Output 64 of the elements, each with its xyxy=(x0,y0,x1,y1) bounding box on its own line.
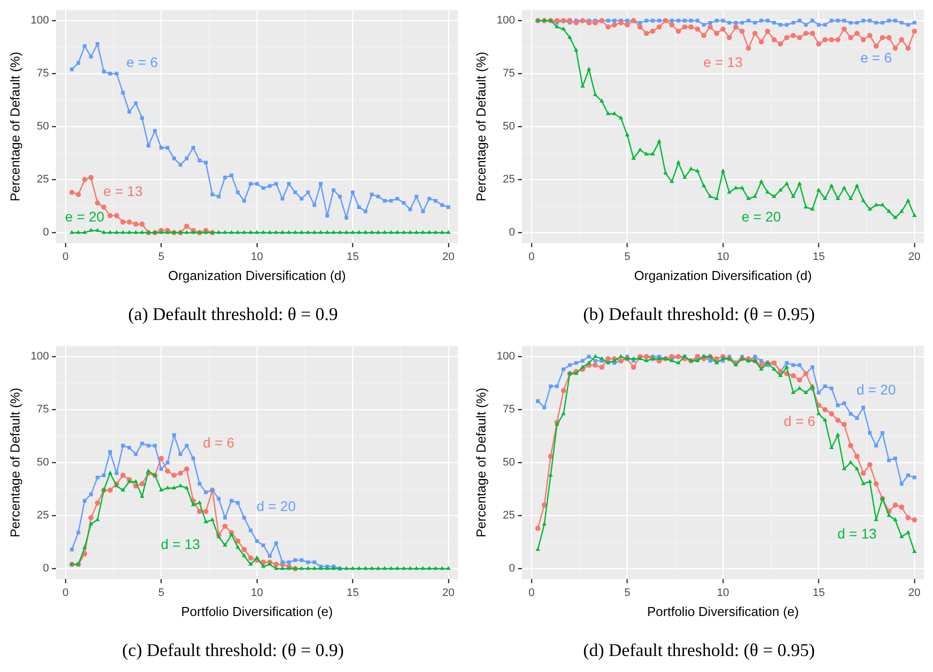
y-tick-label: 100 xyxy=(30,350,49,363)
x-axis-title: Organization Diversification (d) xyxy=(168,268,346,283)
x-tick-label: 10 xyxy=(250,586,264,599)
series-label: e = 13 xyxy=(703,54,743,70)
x-tick-label: 5 xyxy=(158,586,164,599)
y-tick-label: 100 xyxy=(30,14,49,27)
x-tick-label: 20 xyxy=(442,250,455,263)
y-axis-title: Percentage of Default (%) xyxy=(7,52,22,202)
x-tick-label: 5 xyxy=(624,586,630,599)
series-label: d = 20 xyxy=(856,381,896,398)
x-tick-label: 0 xyxy=(528,250,535,263)
x-tick-label: 20 xyxy=(442,586,455,599)
text: (a) Default threshold: θ = 0.9 xyxy=(127,304,339,325)
series-label: e = 20 xyxy=(742,208,782,225)
y-tick-label: 25 xyxy=(502,510,515,522)
y-tick-label: 75 xyxy=(36,68,49,80)
x-tick-label: 0 xyxy=(62,250,69,263)
text: (c) Default threshold: (θ = 0.9) xyxy=(121,640,345,661)
series-label: e = 6 xyxy=(126,54,158,70)
x-tick-label: 5 xyxy=(624,250,630,263)
y-tick-label: 50 xyxy=(36,120,49,133)
series-label: d = 6 xyxy=(784,413,816,430)
y-tick-label: 0 xyxy=(42,562,49,575)
x-tick-label: 15 xyxy=(346,250,359,263)
y-tick-label: 25 xyxy=(502,174,515,186)
x-tick-label: 20 xyxy=(908,250,921,263)
x-tick-label: 10 xyxy=(250,250,264,263)
y-axis-title: Percentage of Default (%) xyxy=(473,388,488,538)
y-tick-label: 50 xyxy=(502,120,515,133)
x-tick-label: 15 xyxy=(346,586,359,599)
y-tick-label: 75 xyxy=(502,68,515,80)
y-tick-label: 75 xyxy=(502,404,515,416)
x-tick-label: 10 xyxy=(716,586,730,599)
y-tick-label: 50 xyxy=(502,456,515,469)
x-tick-label: 0 xyxy=(528,586,535,599)
x-axis-title: Portfolio Diversification (e) xyxy=(647,604,799,619)
x-tick-label: 15 xyxy=(812,250,825,263)
text: (d) Default threshold: (θ = 0.95) xyxy=(582,640,816,661)
y-tick-label: 0 xyxy=(42,226,49,239)
y-axis-title: Percentage of Default (%) xyxy=(473,52,488,202)
x-tick-label: 10 xyxy=(716,250,730,263)
y-tick-label: 0 xyxy=(508,562,515,575)
x-axis-title: Organization Diversification (d) xyxy=(634,268,812,283)
text: (b) Default threshold: (θ = 0.95) xyxy=(582,304,816,325)
y-tick-label: 100 xyxy=(496,14,515,27)
series-label: d = 20 xyxy=(256,498,296,514)
y-tick-label: 50 xyxy=(36,456,49,469)
y-tick-label: 75 xyxy=(36,404,49,416)
series-label: e = 20 xyxy=(65,208,105,225)
y-tick-label: 100 xyxy=(496,350,515,363)
y-tick-label: 0 xyxy=(508,226,515,239)
y-tick-label: 25 xyxy=(36,510,49,522)
series-label: e = 13 xyxy=(103,183,143,200)
series-label: d = 13 xyxy=(160,536,200,552)
series-label: d = 13 xyxy=(837,526,877,542)
x-tick-label: 5 xyxy=(158,250,164,263)
x-axis-title: Portfolio Diversification (e) xyxy=(181,604,333,619)
x-tick-label: 15 xyxy=(812,586,825,599)
y-axis-title: Percentage of Default (%) xyxy=(7,388,22,538)
series-label: e = 6 xyxy=(860,50,892,66)
series-label: d = 6 xyxy=(202,434,235,450)
x-tick-label: 20 xyxy=(908,586,921,599)
x-tick-label: 0 xyxy=(62,586,69,599)
y-tick-label: 25 xyxy=(36,174,49,186)
